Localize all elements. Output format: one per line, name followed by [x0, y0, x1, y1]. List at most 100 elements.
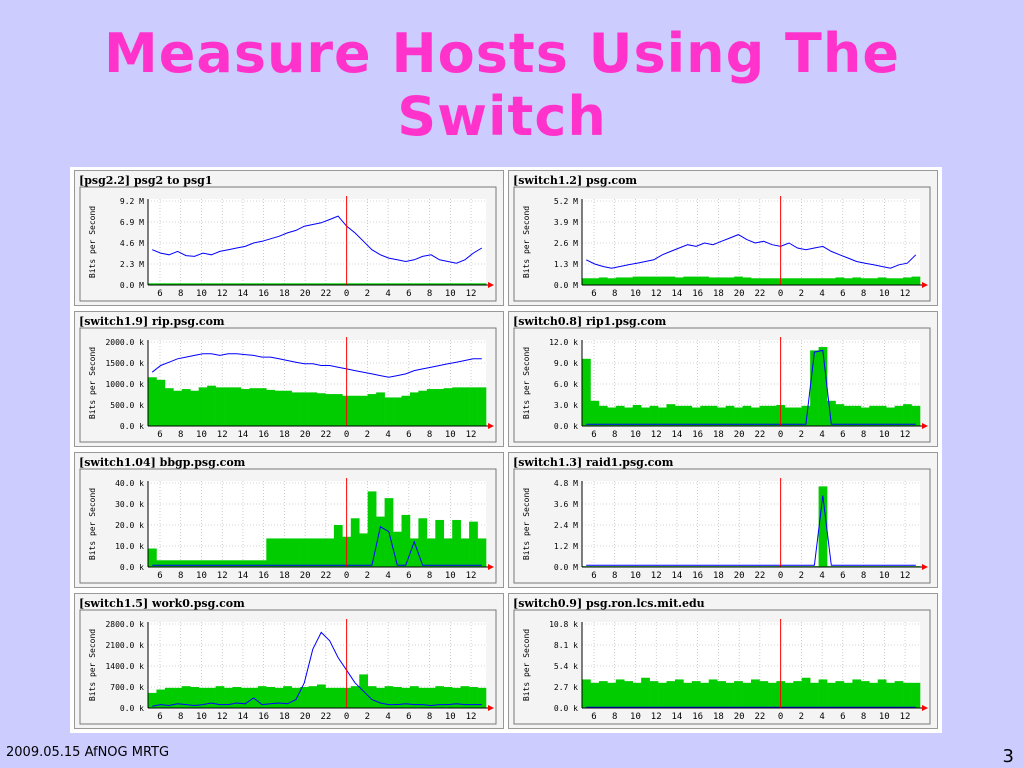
- in-traffic-bar: [784, 407, 794, 426]
- in-traffic-bar: [164, 687, 174, 708]
- x-tick-label: 14: [238, 430, 249, 440]
- in-traffic-bar: [818, 347, 828, 426]
- in-traffic-bar: [818, 278, 828, 285]
- slide-number: 3: [1002, 746, 1014, 767]
- x-tick-label: 0: [344, 712, 349, 722]
- in-traffic-bar: [148, 548, 157, 567]
- in-traffic-bar: [240, 283, 250, 285]
- x-tick-label: 16: [692, 289, 703, 299]
- x-axis-arrow: [922, 564, 928, 570]
- in-traffic-bar: [257, 686, 267, 708]
- in-traffic-bar: [257, 283, 267, 285]
- y-tick-label: 3.9 M: [554, 218, 578, 227]
- in-traffic-bar: [860, 407, 870, 426]
- in-traffic-bar: [477, 538, 487, 567]
- x-tick-label: 14: [672, 289, 683, 299]
- in-traffic-bar: [607, 682, 617, 708]
- in-traffic-bar: [317, 538, 326, 567]
- in-traffic-bar: [742, 405, 752, 426]
- x-tick-label: 16: [258, 289, 269, 299]
- in-traffic-bar: [215, 283, 225, 285]
- in-traffic-bar: [181, 389, 191, 426]
- in-traffic-bar: [156, 689, 166, 708]
- mrtg-graph: 0.0 k 10.0 k 20.0 k 30.0 k 40.0 k 6 8 10 12 14 16 1…: [74, 452, 504, 588]
- y-tick-label: 0.0 M: [120, 281, 144, 290]
- mrtg-graph: 0.0 k 500.0 k 1000.0 k 1500.0 k 2000.0 k 6 8 10…: [74, 311, 504, 447]
- in-traffic-bar: [860, 278, 870, 285]
- in-traffic-bar: [266, 687, 276, 708]
- x-tick-label: 8: [861, 712, 866, 722]
- in-traffic-bar: [894, 681, 904, 708]
- y-tick-label: 12.0 k: [549, 338, 578, 347]
- in-traffic-bar: [435, 283, 445, 285]
- plot-area: [148, 199, 486, 285]
- in-traffic-bar: [308, 283, 318, 285]
- in-traffic-bar: [801, 677, 811, 708]
- in-traffic-bar: [325, 687, 335, 708]
- in-traffic-bar: [886, 682, 895, 708]
- in-traffic-bar: [401, 283, 411, 285]
- in-traffic-bar: [283, 686, 292, 708]
- x-tick-label: 10: [630, 430, 641, 440]
- in-traffic-bar: [283, 390, 292, 426]
- mrtg-graph: 0.0 k 700.0 k 1400.0 k 2100.0 k 2800.0 k 6 8 10…: [74, 593, 504, 729]
- mrtg-graph-svg: 0.0 k 500.0 k 1000.0 k 1500.0 k 2000.0 k 6 8 10…: [74, 311, 504, 447]
- y-tick-label: 0.0 M: [554, 281, 578, 290]
- in-traffic-bar: [359, 283, 368, 285]
- out-traffic-line: [586, 495, 916, 566]
- x-tick-label: 16: [692, 571, 703, 581]
- in-traffic-bar: [156, 283, 166, 285]
- in-traffic-bar: [435, 519, 445, 567]
- in-traffic-bar: [632, 276, 642, 285]
- in-traffic-bar: [164, 388, 174, 426]
- in-traffic-bar: [359, 533, 368, 567]
- x-tick-label: 16: [692, 430, 703, 440]
- mrtg-graph-svg: 0.0 k 700.0 k 1400.0 k 2100.0 k 2800.0 k 6 8 10…: [74, 593, 504, 729]
- mrtg-graph: 0.0 k 2.7 k 5.4 k 8.1 k 10.8 k 6 8 10 12 14 16 18 20…: [508, 593, 938, 729]
- y-tick-label: 2.4 M: [554, 521, 578, 530]
- in-traffic-bar: [582, 278, 591, 285]
- x-tick-label: 0: [344, 571, 349, 581]
- x-tick-label: 18: [713, 571, 724, 581]
- in-traffic-bar: [666, 681, 676, 708]
- x-tick-label: 12: [651, 571, 662, 581]
- y-tick-label: 1.2 M: [554, 542, 578, 551]
- out-traffic-line: [151, 353, 482, 378]
- x-tick-label: 6: [406, 571, 411, 581]
- x-tick-label: 10: [879, 289, 890, 299]
- x-tick-label: 20: [734, 712, 745, 722]
- in-traffic-bar: [751, 407, 760, 426]
- mrtg-graph: 0.0 k 3.0 k 6.0 k 9.0 k 12.0 k 6 8 10 12 14 16 18 20…: [508, 311, 938, 447]
- x-tick-label: 8: [427, 712, 432, 722]
- graph-title: [switch1.9] rip.psg.com: [79, 315, 225, 328]
- y-tick-label: 10.0 k: [115, 542, 144, 551]
- in-traffic-bar: [257, 388, 267, 426]
- y-tick-label: 5.2 M: [554, 197, 578, 206]
- y-tick-label: 5.4 k: [554, 662, 578, 671]
- in-traffic-bar: [911, 682, 921, 708]
- in-traffic-bar: [207, 283, 216, 285]
- x-tick-label: 20: [300, 712, 311, 722]
- graph-title: [switch1.3] raid1.psg.com: [513, 456, 674, 469]
- x-tick-label: 22: [754, 571, 765, 581]
- y-axis-label: Bits per Second: [88, 206, 97, 278]
- in-traffic-bar: [376, 687, 385, 708]
- in-traffic-bar: [460, 387, 470, 426]
- y-tick-label: 2000.0 k: [105, 338, 144, 347]
- x-tick-label: 8: [861, 571, 866, 581]
- x-axis-arrow: [488, 564, 494, 570]
- slide-title: Measure Hosts Using The Switch: [104, 22, 900, 148]
- in-traffic-bar: [801, 278, 811, 285]
- y-tick-label: 1400.0 k: [105, 662, 144, 671]
- y-tick-label: 0.0 k: [554, 704, 578, 713]
- in-traffic-bar: [827, 400, 836, 426]
- in-traffic-bar: [717, 681, 726, 708]
- x-tick-label: 6: [157, 430, 162, 440]
- x-tick-label: 10: [196, 571, 207, 581]
- in-traffic-bar: [249, 560, 259, 567]
- x-tick-label: 12: [217, 712, 228, 722]
- in-traffic-bar: [860, 681, 870, 708]
- in-traffic-bar: [691, 681, 701, 708]
- in-traffic-bar: [198, 283, 208, 285]
- in-traffic-bar: [317, 393, 326, 426]
